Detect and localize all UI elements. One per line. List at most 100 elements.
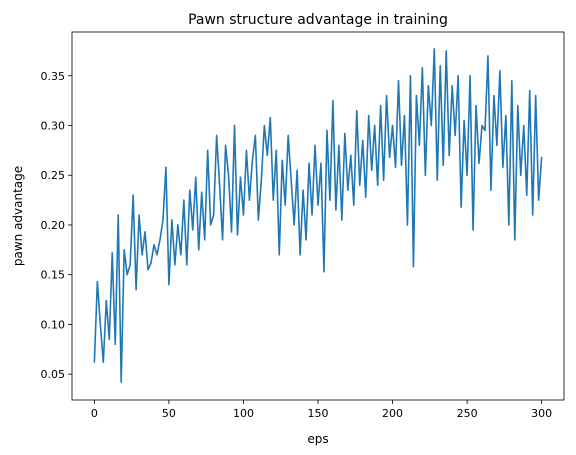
y-axis-label: pawn advantage	[11, 166, 25, 266]
data-point	[210, 224, 212, 226]
data-point	[332, 100, 334, 102]
data-point	[201, 191, 203, 193]
data-point	[472, 229, 474, 231]
data-point	[221, 239, 224, 241]
plot-frame	[71, 31, 565, 401]
data-point	[427, 85, 429, 87]
data-point	[433, 48, 435, 50]
data-point	[135, 289, 137, 291]
data-point	[162, 219, 164, 221]
data-point	[451, 85, 453, 87]
data-point	[254, 134, 256, 137]
data-point	[287, 134, 289, 137]
data-point	[108, 338, 110, 340]
data-point	[257, 219, 259, 221]
points-layer	[93, 48, 543, 383]
data-point	[263, 124, 265, 127]
data-point	[397, 80, 400, 82]
data-point	[374, 124, 376, 127]
data-point	[350, 154, 352, 156]
data-point	[439, 65, 441, 67]
data-point	[129, 264, 131, 266]
data-point	[457, 75, 459, 77]
data-point	[403, 114, 406, 117]
x-tick-label: 150	[308, 407, 329, 420]
data-point	[526, 194, 528, 196]
x-tick-label: 0	[91, 407, 98, 420]
data-point	[523, 124, 525, 127]
data-point	[394, 166, 397, 168]
data-point	[347, 189, 349, 191]
data-point	[117, 214, 119, 216]
data-point	[490, 189, 492, 191]
data-point	[445, 50, 447, 52]
data-point	[207, 149, 209, 151]
data-point	[496, 144, 498, 146]
data-point	[180, 254, 182, 256]
data-point	[186, 264, 188, 266]
data-point	[323, 271, 325, 273]
data-point	[377, 184, 379, 186]
data-point	[380, 105, 382, 107]
data-point	[278, 254, 280, 256]
data-point	[269, 116, 271, 119]
y-tick-label: 0.25	[41, 169, 66, 182]
data-point	[296, 169, 298, 171]
data-point	[344, 132, 346, 135]
data-point	[487, 55, 489, 57]
data-point	[335, 209, 337, 211]
data-point	[424, 174, 426, 176]
data-point	[138, 214, 140, 216]
data-point	[105, 299, 107, 302]
data-point	[341, 219, 343, 221]
data-point	[418, 144, 420, 146]
data-point	[132, 194, 134, 196]
data-point	[159, 239, 161, 241]
data-point	[520, 174, 522, 176]
data-point	[195, 176, 197, 178]
data-point	[293, 224, 295, 226]
data-point	[320, 162, 322, 164]
data-point	[141, 254, 143, 256]
data-point	[469, 75, 471, 77]
data-point	[326, 129, 328, 132]
data-point	[517, 105, 519, 107]
data-point	[391, 124, 394, 127]
data-point	[174, 264, 176, 266]
data-point	[248, 199, 251, 201]
data-point	[454, 134, 456, 137]
data-point	[177, 224, 179, 226]
y-tick-label: 0.10	[41, 318, 66, 331]
data-point	[99, 323, 101, 326]
data-point	[421, 67, 423, 69]
data-point	[216, 134, 218, 137]
data-point	[388, 156, 391, 158]
data-point	[245, 149, 248, 151]
plot-area	[71, 31, 565, 401]
data-point	[299, 254, 301, 256]
data-point	[156, 254, 158, 256]
data-point	[409, 75, 412, 77]
data-point	[266, 154, 268, 156]
data-point	[290, 179, 292, 181]
data-point	[213, 214, 215, 216]
data-point	[353, 204, 355, 206]
data-point	[189, 189, 191, 191]
data-point	[406, 224, 409, 226]
data-point	[532, 214, 534, 216]
data-point	[442, 164, 444, 166]
data-point	[204, 239, 206, 241]
data-point	[475, 105, 477, 107]
data-point	[529, 90, 531, 92]
data-point	[281, 159, 283, 161]
x-tick-label: 250	[457, 407, 478, 420]
data-point	[96, 281, 98, 283]
data-point	[314, 144, 316, 146]
x-tick-label: 200	[382, 407, 403, 420]
data-point	[224, 144, 227, 146]
data-point	[144, 231, 146, 233]
data-point	[308, 162, 310, 164]
data-point	[538, 199, 540, 201]
y-tick-label: 0.30	[41, 119, 66, 132]
